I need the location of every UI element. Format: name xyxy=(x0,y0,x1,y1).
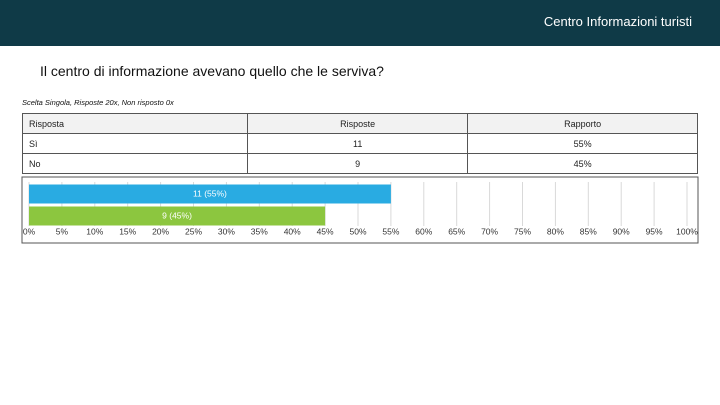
header-bar: Centro Informazioni turisti xyxy=(0,0,720,46)
table-cell: Risposta xyxy=(22,113,248,134)
value-label: 11 (55%) xyxy=(193,188,227,198)
x-tick-label: 65% xyxy=(448,226,465,236)
x-tick-label: 50% xyxy=(349,226,366,236)
header-title: Centro Informazioni turisti xyxy=(543,14,692,29)
x-tick-label: 35% xyxy=(251,226,268,236)
x-tick-label: 25% xyxy=(185,226,202,236)
table-row: Sì 11 55% xyxy=(22,133,698,154)
table-cell: 9 xyxy=(246,153,469,174)
chart-frame xyxy=(21,176,699,244)
question: Il centro di informazione avevano quello… xyxy=(40,63,384,79)
table-cell: Rapporto xyxy=(467,113,698,134)
bar xyxy=(29,184,391,204)
x-tick-label: 95% xyxy=(646,226,663,236)
x-tick-label: 100% xyxy=(676,226,698,236)
x-tick-label: 75% xyxy=(514,226,531,236)
results-table: Risposta Risposte Rapporto Sì 11 55% No 9 45% xyxy=(22,113,698,174)
x-tick-label: 30% xyxy=(218,226,235,236)
x-tick-label: 0% xyxy=(23,226,36,236)
x-tick-label: 60% xyxy=(415,226,432,236)
x-tick-label: 40% xyxy=(284,226,301,236)
x-tick-label: 45% xyxy=(317,226,334,236)
x-tick-label: 90% xyxy=(613,226,630,236)
subtitle: Scelta Singola, Risposte 20x, Non rispos… xyxy=(22,98,174,107)
x-tick-label: 15% xyxy=(119,226,136,236)
value-label: 9 (45%) xyxy=(162,210,192,220)
x-tick-label: 70% xyxy=(481,226,498,236)
x-tick-label: 5% xyxy=(56,226,69,236)
x-tick-label: 55% xyxy=(382,226,399,236)
x-tick-label: 80% xyxy=(547,226,564,236)
table-row: No 9 45% xyxy=(22,153,698,174)
table-cell: Risposte xyxy=(246,113,469,134)
table-row: Risposta Risposte Rapporto xyxy=(22,113,698,134)
x-tick-label: 85% xyxy=(580,226,597,236)
bar xyxy=(29,206,326,226)
x-tick-label: 20% xyxy=(152,226,169,236)
x-tick-label: 10% xyxy=(86,226,103,236)
table-cell: 45% xyxy=(467,153,698,174)
